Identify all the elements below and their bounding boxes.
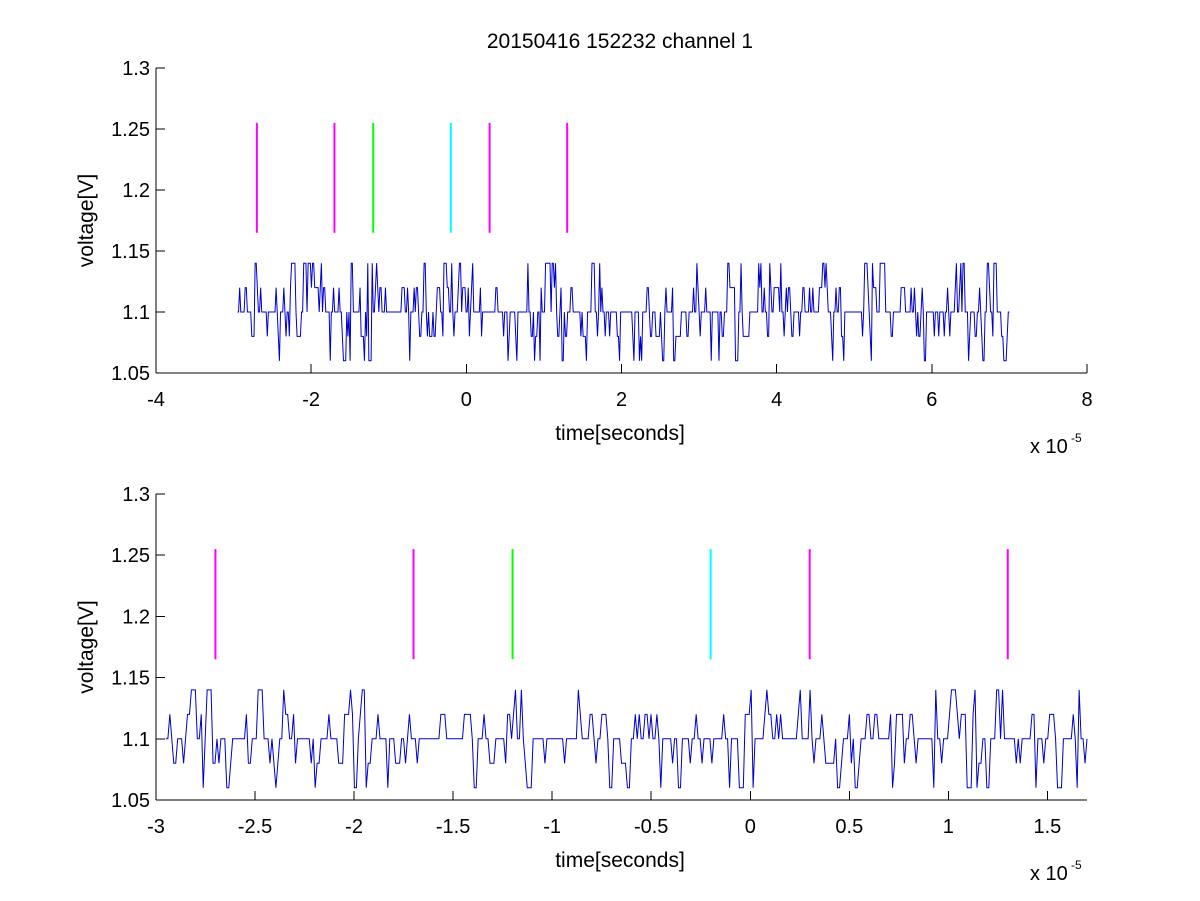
- x-tick-label: -1: [543, 816, 561, 838]
- x-tick-label: -2: [345, 816, 363, 838]
- y-tick-label: 1.05: [111, 363, 150, 385]
- plot-panel-bottom: -3 -2.5 -2 -1.5 -1 -0.5 0 0.5 1 1.5 1.05 1.1 1.15 1.2…: [75, 484, 1088, 885]
- x-tick-label: 0.5: [835, 816, 863, 838]
- x-scale-exponent: -5: [1071, 431, 1082, 445]
- voltage-trace: [165, 689, 1088, 789]
- x-tick-label: 6: [926, 389, 937, 411]
- y-tick-label: 1.05: [111, 790, 150, 812]
- x-scale-exponent: -5: [1071, 858, 1082, 872]
- chart-title: 20150416 152232 channel 1: [487, 30, 753, 53]
- x-tick-label: -2: [302, 389, 320, 411]
- x-tick-label: 4: [771, 389, 782, 411]
- x-tick-label: -3: [147, 816, 165, 838]
- x-tick-label: -4: [147, 389, 165, 411]
- x-tick-label: -2.5: [238, 816, 272, 838]
- x-tick-label: 0: [745, 816, 756, 838]
- y-tick-label: 1.2: [122, 180, 150, 202]
- x-scale-multiplier: x 10: [1030, 436, 1068, 458]
- y-axis-label: voltage[V]: [75, 174, 98, 267]
- y-tick-label: 1.2: [122, 606, 150, 628]
- y-tick-label: 1.3: [122, 484, 150, 506]
- x-tick-label: 2: [616, 389, 627, 411]
- x-scale-multiplier: x 10: [1030, 863, 1068, 885]
- y-tick-label: 1.3: [122, 58, 150, 80]
- y-axis-label: voltage[V]: [75, 600, 98, 693]
- x-tick-label: -0.5: [634, 816, 668, 838]
- y-tick-label: 1.25: [111, 119, 150, 141]
- y-tick-label: 1.1: [122, 302, 150, 324]
- x-tick-label: 1.5: [1033, 816, 1061, 838]
- y-tick-label: 1.25: [111, 545, 150, 567]
- voltage-trace: [237, 262, 1010, 362]
- x-tick-label: -1.5: [436, 816, 470, 838]
- plot-panel-top: -4 -2 0 2 4 6 8 1.05 1.1 1.15 1.2 1.25 1.3 time[secon…: [75, 58, 1093, 458]
- x-axis-label: time[seconds]: [555, 849, 685, 872]
- x-tick-label: 1: [943, 816, 954, 838]
- x-tick-label: 8: [1081, 389, 1092, 411]
- y-tick-label: 1.15: [111, 668, 150, 690]
- x-tick-label: 0: [461, 389, 472, 411]
- y-tick-label: 1.15: [111, 241, 150, 263]
- x-axis-label: time[seconds]: [555, 422, 685, 445]
- y-tick-label: 1.1: [122, 729, 150, 751]
